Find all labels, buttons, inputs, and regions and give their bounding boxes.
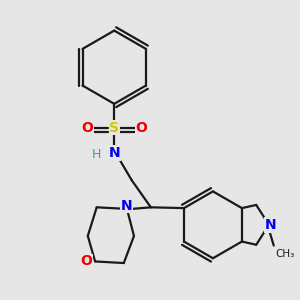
Text: O: O xyxy=(81,121,93,135)
Text: O: O xyxy=(135,121,147,135)
Text: N: N xyxy=(265,218,276,232)
Text: H: H xyxy=(92,148,101,161)
Text: N: N xyxy=(108,146,120,160)
Text: S: S xyxy=(109,121,119,135)
Text: CH₃: CH₃ xyxy=(275,249,295,259)
Text: O: O xyxy=(80,254,92,268)
Text: N: N xyxy=(121,199,133,213)
